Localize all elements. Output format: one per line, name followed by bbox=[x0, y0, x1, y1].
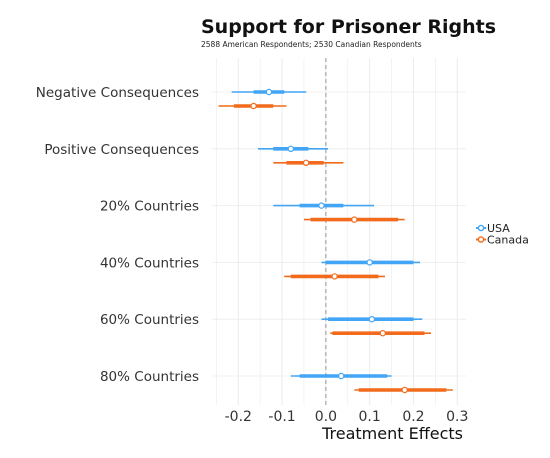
series-usa bbox=[231, 88, 423, 380]
point-estimate bbox=[337, 372, 345, 380]
x-tick-label: 0.1 bbox=[359, 409, 381, 425]
x-tick-label: 0.0 bbox=[315, 409, 337, 425]
x-tick-label: -0.2 bbox=[225, 409, 252, 425]
legend-label: Canada bbox=[487, 234, 529, 247]
x-tick-label: -0.1 bbox=[268, 409, 295, 425]
category-label: Positive Consequences bbox=[44, 142, 199, 158]
legend-swatch-point bbox=[477, 224, 485, 232]
series-canada bbox=[218, 102, 453, 394]
category-labels: Negative Consequences Positive Consequenc… bbox=[36, 85, 199, 385]
legend-swatch-point bbox=[477, 236, 485, 243]
category-label: 20% Countries bbox=[100, 199, 199, 215]
point-estimate bbox=[331, 273, 338, 280]
point-estimate bbox=[302, 159, 310, 166]
x-axis-ticks: -0.2 -0.1 0.0 0.1 0.2 0.3 bbox=[225, 409, 469, 425]
category-label: Negative Consequences bbox=[36, 85, 199, 101]
point-estimate bbox=[287, 145, 295, 152]
x-tick-label: 0.3 bbox=[446, 409, 468, 425]
legend-item: USA bbox=[476, 222, 510, 235]
point-estimate bbox=[379, 330, 386, 337]
point-estimate bbox=[318, 202, 325, 209]
point-estimate bbox=[368, 316, 376, 323]
series-marks bbox=[218, 88, 453, 394]
chart-title: Support for Prisoner Rights bbox=[201, 16, 496, 38]
chart-subtitle: 2588 American Respondents; 2530 Canadian… bbox=[201, 40, 422, 49]
category-label: 80% Countries bbox=[100, 369, 199, 385]
legend-label: USA bbox=[487, 222, 510, 235]
point-estimate bbox=[250, 102, 257, 110]
point-estimate bbox=[351, 216, 358, 223]
x-axis-title: Treatment Effects bbox=[321, 424, 463, 443]
x-tick-label: 0.2 bbox=[402, 409, 424, 425]
point-estimate bbox=[265, 88, 273, 96]
category-label: 40% Countries bbox=[100, 255, 199, 271]
point-estimate bbox=[401, 386, 408, 394]
legend-item: Canada bbox=[476, 234, 529, 247]
category-label: 60% Countries bbox=[100, 312, 199, 328]
point-estimate bbox=[366, 259, 373, 266]
